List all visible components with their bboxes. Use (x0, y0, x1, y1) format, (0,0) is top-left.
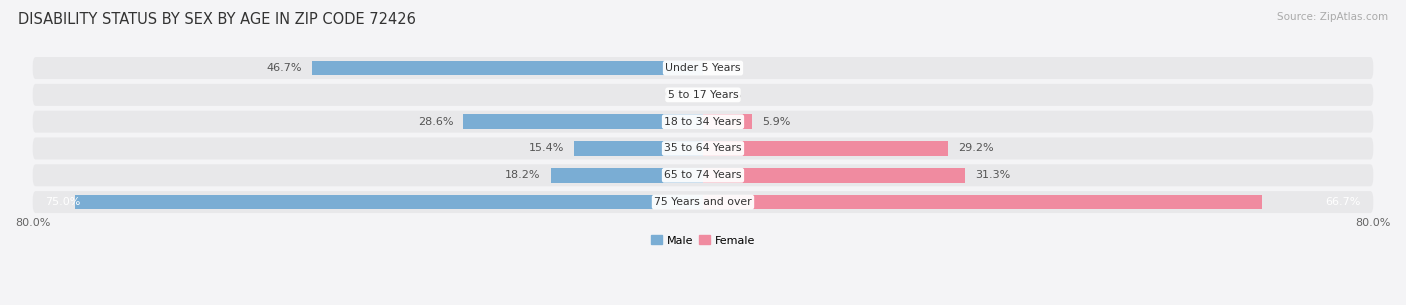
Bar (703, 168, 966, 183)
FancyBboxPatch shape (32, 191, 1374, 213)
Legend: Male, Female: Male, Female (647, 231, 759, 250)
Text: 5.9%: 5.9% (762, 117, 790, 127)
Text: 46.7%: 46.7% (266, 63, 302, 73)
Text: 5 to 17 Years: 5 to 17 Years (668, 90, 738, 100)
Text: 65 to 74 Years: 65 to 74 Years (664, 170, 742, 180)
Bar (75, 195, 703, 210)
FancyBboxPatch shape (32, 138, 1374, 160)
Text: 15.4%: 15.4% (529, 143, 564, 153)
Text: 0.0%: 0.0% (665, 90, 693, 100)
FancyBboxPatch shape (32, 57, 1374, 79)
Text: 18 to 34 Years: 18 to 34 Years (664, 117, 742, 127)
Bar (703, 195, 1261, 210)
Text: 28.6%: 28.6% (418, 117, 453, 127)
Bar (551, 168, 703, 183)
Text: 0.0%: 0.0% (713, 90, 741, 100)
Text: 66.7%: 66.7% (1326, 197, 1361, 207)
Text: Under 5 Years: Under 5 Years (665, 63, 741, 73)
Text: 0.0%: 0.0% (713, 63, 741, 73)
Text: DISABILITY STATUS BY SEX BY AGE IN ZIP CODE 72426: DISABILITY STATUS BY SEX BY AGE IN ZIP C… (18, 12, 416, 27)
Text: 35 to 64 Years: 35 to 64 Years (664, 143, 742, 153)
FancyBboxPatch shape (32, 111, 1374, 133)
Text: Source: ZipAtlas.com: Source: ZipAtlas.com (1277, 12, 1388, 22)
Text: 75 Years and over: 75 Years and over (654, 197, 752, 207)
Bar (312, 61, 703, 75)
Bar (703, 114, 752, 129)
FancyBboxPatch shape (32, 164, 1374, 186)
Text: 18.2%: 18.2% (505, 170, 540, 180)
Text: 31.3%: 31.3% (976, 170, 1011, 180)
Text: 29.2%: 29.2% (957, 143, 994, 153)
FancyBboxPatch shape (32, 84, 1374, 106)
Bar (464, 114, 703, 129)
Text: 75.0%: 75.0% (45, 197, 80, 207)
Bar (703, 141, 948, 156)
Bar (574, 141, 703, 156)
